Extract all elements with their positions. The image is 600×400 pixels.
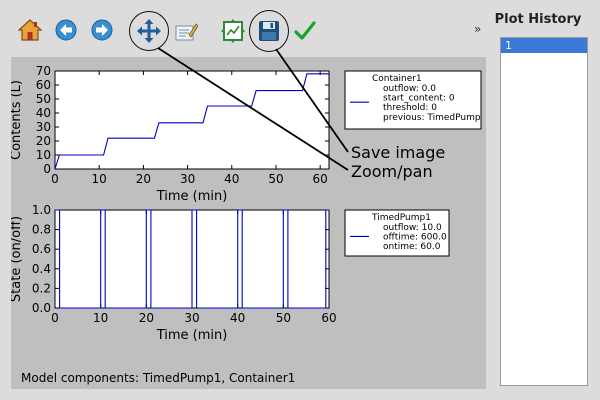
forward-arrow-icon <box>91 19 113 41</box>
legend-entry: offtime: 600.0 <box>383 233 447 243</box>
y-tick-label: 10 <box>36 148 51 162</box>
legend-entry: ontime: 60.0 <box>383 242 441 252</box>
y-tick-label: 60 <box>36 78 51 92</box>
legend-title: Container1 <box>372 74 422 84</box>
y-tick-label: 0.4 <box>32 262 51 276</box>
y-tick-label: 20 <box>36 134 51 148</box>
home-button[interactable] <box>15 15 45 45</box>
legend-entry: outflow: 10.0 <box>383 223 442 233</box>
y-tick-label: 0.2 <box>32 281 51 295</box>
save-highlight-circle <box>249 10 289 52</box>
legend-entry: previous: TimedPump <box>383 113 481 123</box>
x-axis-label: Time (min) <box>156 328 228 343</box>
y-tick-label: 0 <box>43 162 51 176</box>
y-tick-label: 1.0 <box>32 203 51 217</box>
y-tick-label: 70 <box>36 64 51 78</box>
x-tick-label: 60 <box>313 172 328 186</box>
x-tick-label: 20 <box>139 311 154 325</box>
x-axis-label: Time (min) <box>156 189 228 204</box>
x-tick-label: 40 <box>230 311 245 325</box>
apply-button[interactable] <box>290 16 320 46</box>
x-tick-label: 10 <box>92 172 107 186</box>
y-axis-label: Contents (L) <box>11 80 24 160</box>
x-tick-label: 30 <box>184 311 199 325</box>
x-tick-label: 20 <box>136 172 151 186</box>
zoom-pan-highlight-circle <box>129 11 169 51</box>
chart-plot-frame <box>54 70 330 170</box>
subplots-button[interactable] <box>218 16 248 46</box>
x-tick-label: 30 <box>180 172 195 186</box>
x-tick-label: 50 <box>276 311 291 325</box>
x-tick-label: 10 <box>93 311 108 325</box>
y-tick-label: 0.6 <box>32 242 51 256</box>
plot-history-title: Plot History <box>494 12 582 27</box>
back-arrow-icon <box>55 19 77 41</box>
x-tick-label: 50 <box>268 172 283 186</box>
y-tick-label: 40 <box>36 106 51 120</box>
legend-entry: threshold: 0 <box>383 103 437 113</box>
y-tick-label: 0.8 <box>32 223 51 237</box>
toolbar <box>0 0 490 55</box>
save-image-label: Save image <box>351 143 446 162</box>
subplots-icon <box>221 19 245 43</box>
x-tick-label: 60 <box>321 311 336 325</box>
series-line-TimedPump1 <box>55 209 329 309</box>
edit-figure-button[interactable] <box>171 17 201 47</box>
legend-title: TimedPump1 <box>371 213 431 223</box>
plot-history-item[interactable]: 1 <box>501 38 587 53</box>
legend-box <box>344 209 450 257</box>
legend-box <box>344 70 482 130</box>
checkmark-icon <box>294 21 316 40</box>
chart-2: 0 10 20 30 40 50 60 0.0 0.2 0.4 0.6 0.8 1.0 Time (min… <box>11 203 450 343</box>
model-components-text: Model components: TimedPump1, Container1 <box>21 371 296 385</box>
x-tick-label: 0 <box>51 172 59 186</box>
zoom-pan-label: Zoom/pan <box>351 162 433 181</box>
y-tick-label: 50 <box>36 92 51 106</box>
y-tick-label: 30 <box>36 120 51 134</box>
toolbar-overflow-chevron[interactable]: » <box>474 22 482 36</box>
edit-icon <box>175 23 198 41</box>
plot-area: 0 10 20 30 40 50 60 0 10 20 30 40 50 60 70 Time (min) Co… <box>11 57 486 389</box>
legend-entry: start_content: 0 <box>383 94 455 104</box>
legend-entry: outflow: 0.0 <box>383 84 436 94</box>
x-tick-label: 0 <box>51 311 59 325</box>
back-button[interactable] <box>51 15 81 45</box>
y-tick-label: 0.0 <box>32 301 51 315</box>
forward-button[interactable] <box>87 15 117 45</box>
save-pointer-line <box>275 48 349 153</box>
plot-history-list[interactable]: 1 <box>500 37 588 386</box>
zoom-pan-pointer-line <box>157 47 349 171</box>
series-line-Container1 <box>54 73 329 170</box>
home-icon <box>18 19 42 41</box>
x-tick-label: 40 <box>224 172 239 186</box>
y-axis-label: State (on/off) <box>11 216 24 302</box>
